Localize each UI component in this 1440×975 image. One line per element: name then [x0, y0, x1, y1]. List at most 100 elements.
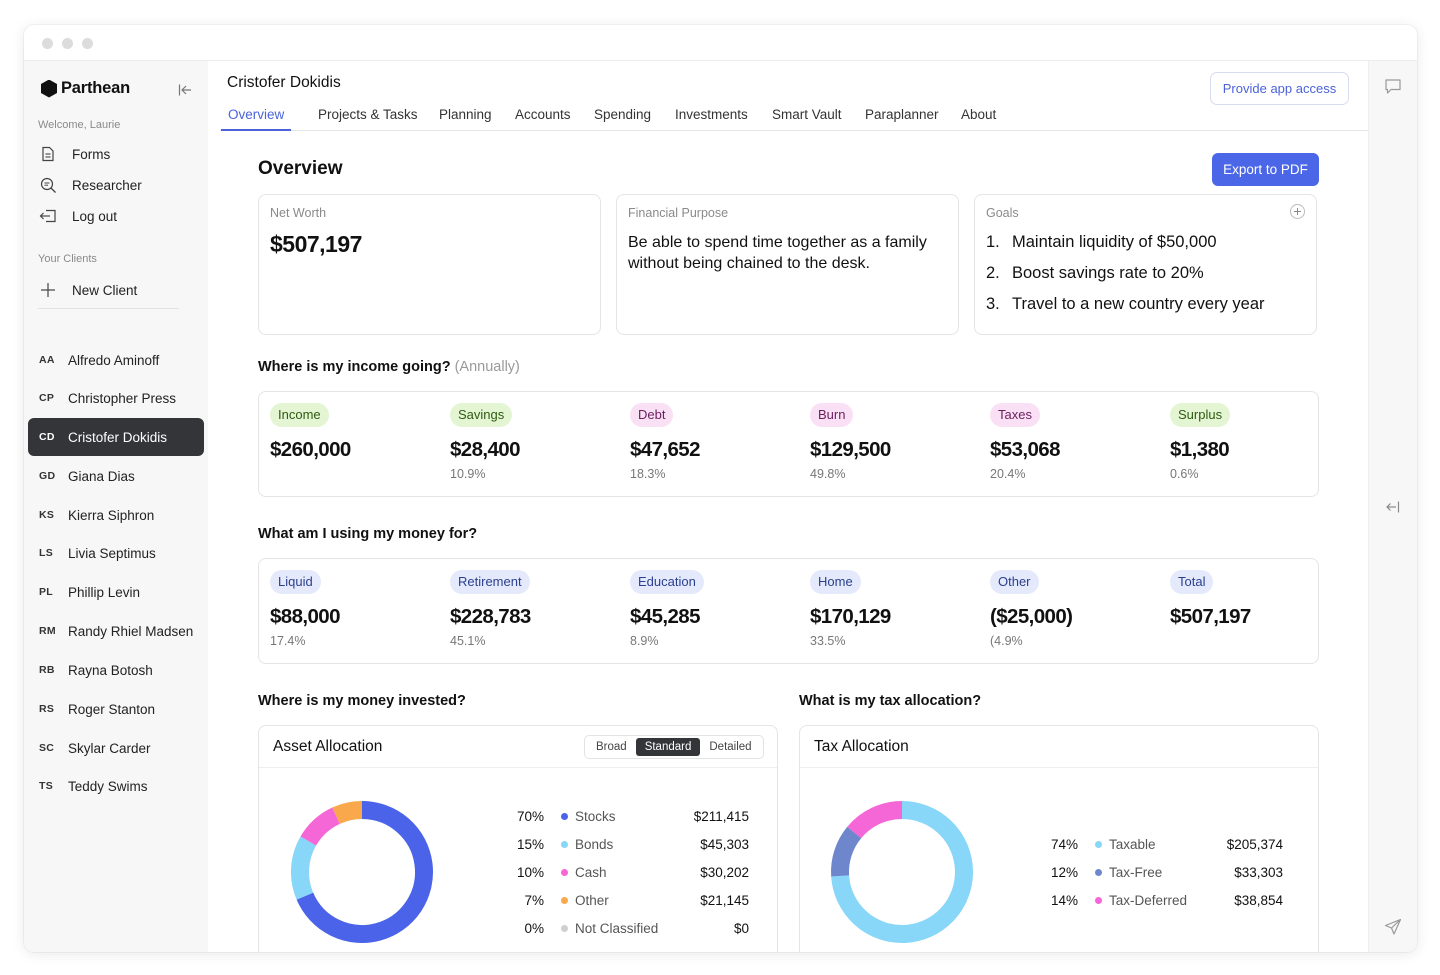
- donut-slice-stocks: [296, 801, 433, 943]
- financial-purpose-label: Financial Purpose: [628, 206, 729, 220]
- legend-amount: $205,374: [1226, 836, 1283, 852]
- client-item-giana-dias[interactable]: GD Giana Dias: [28, 457, 204, 495]
- metric-value: $45,285: [630, 605, 701, 628]
- usage-heading: What am I using my money for?: [258, 526, 478, 542]
- metric-percent: (4.9%: [990, 634, 1023, 648]
- legend-swatch: [561, 840, 568, 848]
- client-name: Teddy Swims: [68, 778, 148, 794]
- plus-icon: [38, 280, 58, 300]
- toggle-detailed[interactable]: Detailed: [709, 741, 752, 753]
- client-item-roger-stanton[interactable]: RS Roger Stanton: [28, 690, 204, 728]
- brand-logo[interactable]: Parthean: [41, 79, 130, 98]
- income-heading: Where is my income going? (Annually): [258, 359, 520, 375]
- metric-percent: 10.9%: [450, 467, 486, 481]
- goals-label: Goals: [986, 206, 1019, 220]
- legend-percent: 0%: [524, 920, 544, 936]
- client-item-randy-rhiel-madsen[interactable]: RM Randy Rhiel Madsen: [28, 612, 204, 650]
- toggle-standard[interactable]: Standard: [635, 738, 701, 756]
- net-worth-value: $507,197: [270, 231, 362, 257]
- client-initials: PL: [39, 586, 54, 598]
- tab-projects-tasks[interactable]: Projects & Tasks: [318, 107, 418, 122]
- brand-name: Parthean: [61, 79, 131, 97]
- client-item-teddy-swims[interactable]: TS Teddy Swims: [28, 767, 204, 805]
- window-minimize-dot[interactable]: [62, 38, 73, 49]
- tab-paraplanner[interactable]: Paraplanner: [865, 107, 939, 122]
- client-item-kierra-siphron[interactable]: KS Kierra Siphron: [28, 496, 204, 534]
- chat-bubble-icon[interactable]: [1384, 78, 1402, 95]
- new-client-label: New Client: [72, 282, 138, 298]
- donut-slice-cash: [300, 807, 341, 846]
- client-initials: RS: [39, 703, 55, 715]
- sidebar-item-label: Log out: [72, 208, 118, 224]
- tab-about[interactable]: About: [961, 107, 997, 122]
- legend-amount: $45,303: [700, 836, 749, 852]
- legend-label: Bonds: [575, 836, 614, 852]
- legend-amount: $0: [733, 920, 749, 936]
- add-goal-icon[interactable]: [1290, 204, 1305, 219]
- tab-accounts[interactable]: Accounts: [515, 107, 571, 122]
- tab-investments[interactable]: Investments: [675, 107, 748, 122]
- client-initials: RM: [39, 625, 56, 637]
- client-initials: CP: [39, 392, 55, 404]
- tab-planning[interactable]: Planning: [439, 107, 492, 122]
- legend-amount: $30,202: [700, 864, 749, 880]
- asset-allocation-donut: [291, 801, 433, 943]
- window-maximize-dot[interactable]: [82, 38, 93, 49]
- sidebar-item-logout[interactable]: Log out: [38, 202, 204, 230]
- goal-text: Maintain liquidity of $50,000: [1012, 233, 1217, 251]
- client-initials: KS: [39, 509, 55, 521]
- goal-item: 2. Boost savings rate to 20%: [986, 264, 1204, 283]
- send-icon[interactable]: [1384, 918, 1402, 936]
- legend-swatch: [1095, 840, 1102, 848]
- toggle-broad[interactable]: Broad: [596, 741, 627, 753]
- client-item-cristofer-dokidis[interactable]: CD Cristofer Dokidis: [28, 418, 204, 456]
- metric-pill: Burn: [810, 403, 854, 427]
- metric-value: $28,400: [450, 438, 521, 461]
- collapse-sidebar-icon[interactable]: [178, 83, 192, 97]
- legend-row: 10% Cash $30,202: [508, 862, 749, 882]
- goal-item: 1. Maintain liquidity of $50,000: [986, 233, 1217, 252]
- metric-pill: Total: [1170, 570, 1214, 594]
- usage-metric-liquid: Liquid $88,000 17.4%: [259, 559, 439, 663]
- legend-percent: 15%: [516, 836, 544, 852]
- tab-overview[interactable]: Overview: [221, 107, 292, 131]
- tab-spending[interactable]: Spending: [594, 107, 652, 122]
- client-item-skylar-carder[interactable]: SC Skylar Carder: [28, 729, 204, 767]
- research-search-icon: [38, 175, 58, 195]
- legend-amount: $33,303: [1234, 864, 1283, 880]
- allocation-detail-toggle: Broad Standard Detailed: [584, 735, 764, 759]
- legend-row: 74% Taxable $205,374: [1042, 834, 1283, 854]
- client-item-alfredo-aminoff[interactable]: AA Alfredo Aminoff: [28, 341, 204, 379]
- client-name: Kierra Siphron: [68, 507, 155, 523]
- client-item-livia-septimus[interactable]: LS Livia Septimus: [28, 534, 204, 572]
- income-subheading: (Annually): [454, 359, 520, 375]
- sidebar: Parthean Welcome, Laurie Forms Researche…: [24, 61, 208, 952]
- metric-pill: Education: [630, 570, 704, 594]
- client-name: Alfredo Aminoff: [68, 352, 160, 368]
- expand-panel-icon[interactable]: [1386, 500, 1400, 514]
- sidebar-item-forms[interactable]: Forms: [38, 140, 204, 168]
- window-close-dot[interactable]: [42, 38, 53, 49]
- goal-text: Boost savings rate to 20%: [1012, 264, 1204, 282]
- export-pdf-button[interactable]: Export to PDF: [1212, 153, 1319, 186]
- usage-metric-education: Education $45,285 8.9%: [619, 559, 799, 663]
- metric-percent: 49.8%: [810, 467, 846, 481]
- income-metric-burn: Burn $129,500 49.8%: [799, 392, 979, 496]
- window-titlebar: [24, 25, 1417, 61]
- tab-smart-vault[interactable]: Smart Vault: [772, 107, 842, 122]
- panel-divider: [800, 767, 1318, 768]
- provide-app-access-button[interactable]: Provide app access: [1210, 72, 1349, 105]
- client-item-phillip-levin[interactable]: PL Phillip Levin: [28, 573, 204, 611]
- client-item-rayna-botosh[interactable]: RB Rayna Botosh: [28, 651, 204, 689]
- new-client-button[interactable]: New Client: [38, 276, 204, 304]
- client-item-christopher-press[interactable]: CP Christopher Press: [28, 379, 204, 417]
- page-client-name: Cristofer Dokidis: [227, 74, 341, 91]
- goal-number: 3.: [986, 295, 1000, 313]
- sidebar-item-researcher[interactable]: Researcher: [38, 171, 204, 199]
- usage-metric-other: Other ($25,000) (4.9%: [979, 559, 1159, 663]
- client-name: Cristofer Dokidis: [68, 429, 168, 445]
- client-name: Christopher Press: [68, 390, 177, 406]
- financial-purpose-text: Be able to spend time together as a fami…: [628, 234, 927, 272]
- legend-percent: 7%: [524, 892, 544, 908]
- client-initials: RB: [39, 664, 55, 676]
